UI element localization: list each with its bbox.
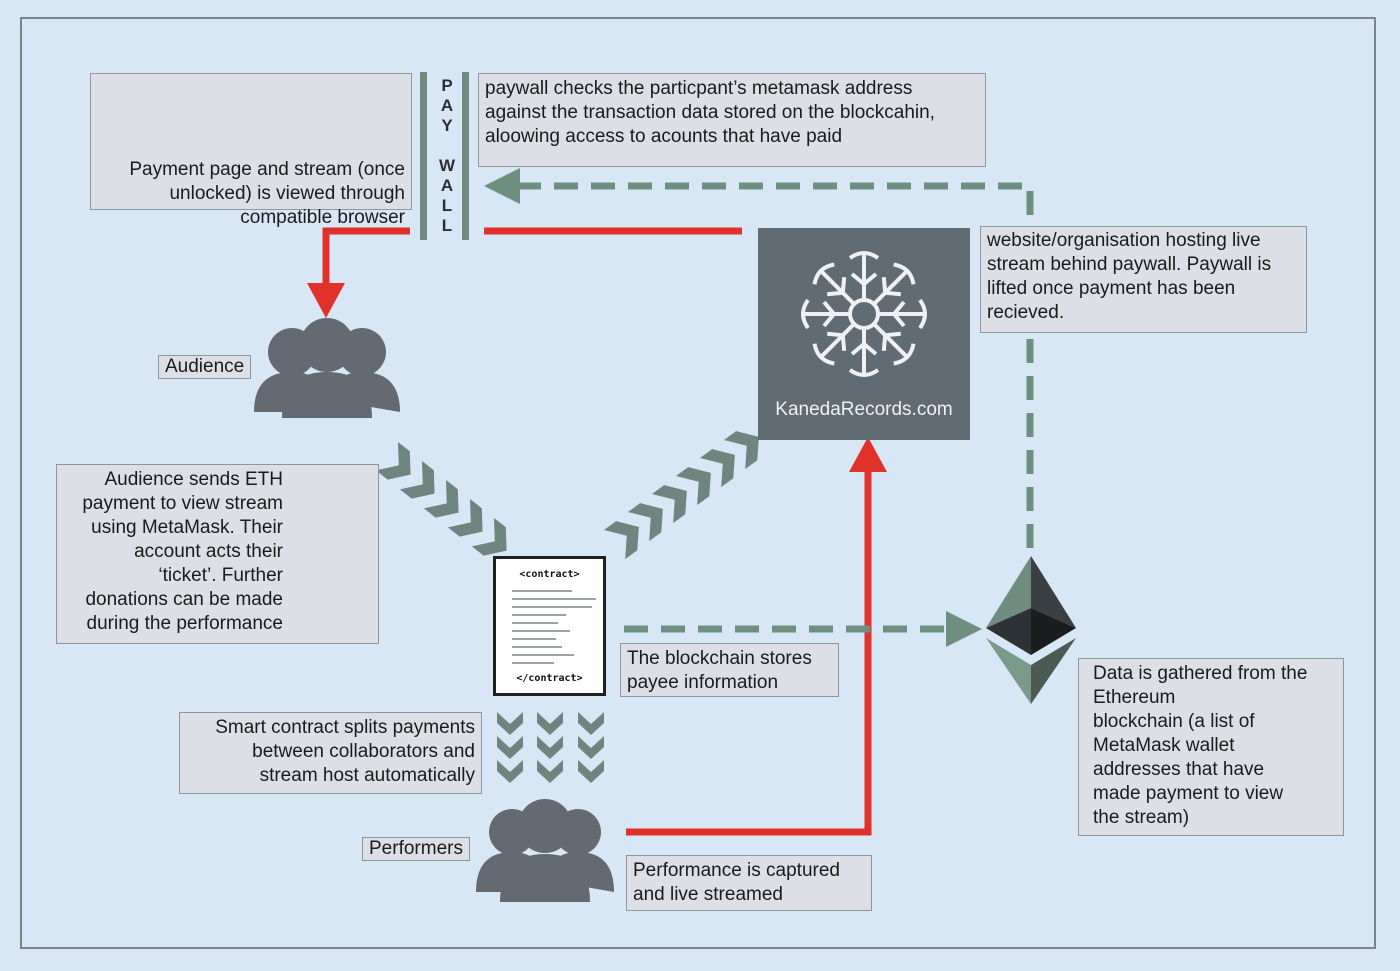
dashed-arrow-ethereum-to-paywall xyxy=(484,168,1034,548)
split-note: Smart contract splits payments between c… xyxy=(179,712,482,794)
contract-close-tag: </contract> xyxy=(516,673,583,684)
site-name: KanedaRecords.com xyxy=(775,399,953,420)
audience-label: Audience xyxy=(158,355,252,379)
audience-people-icon xyxy=(254,318,400,418)
paywall-gap xyxy=(436,136,458,156)
red-arrow-paywall-to-audience xyxy=(307,227,410,318)
performers-people-icon xyxy=(476,799,614,902)
diagram-frame xyxy=(20,17,1376,949)
paywall-letter: Y xyxy=(441,116,453,135)
ethereum-icon xyxy=(986,556,1076,704)
paywall-letter: L xyxy=(441,216,453,235)
paywall-bars xyxy=(420,72,469,240)
browser-note: Payment page and stream (once unlocked) … xyxy=(90,73,412,228)
contract-open-tag: <contract> xyxy=(519,569,580,580)
chevrons-contract-to-site xyxy=(604,422,770,560)
aegishjalmur-logo-icon xyxy=(800,251,928,378)
site-note: website/organisation hosting live stream… xyxy=(980,226,1307,333)
chevrons-contract-to-performers xyxy=(497,712,604,783)
dashed-arrow-contract-to-ethereum xyxy=(624,611,982,647)
site-tile: KanedaRecords.com xyxy=(758,228,970,440)
chevrons-audience-to-contract xyxy=(375,442,518,565)
performers-label: Performers xyxy=(362,837,470,861)
contract-text-lines xyxy=(512,590,596,664)
paywall-letter: P xyxy=(441,76,453,95)
contract-document: <contract> </contract> xyxy=(493,556,606,696)
paywall-letter: A xyxy=(440,96,454,115)
paywall-letter: L xyxy=(441,196,453,215)
red-arrow-performers-to-site xyxy=(626,437,887,836)
ethereum-note: Data is gathered from the Ethereum block… xyxy=(1078,658,1344,836)
performance-note: Performance is captured and live streame… xyxy=(626,855,872,911)
paywall-label: P A Y W A L L xyxy=(436,76,458,236)
blockchain-note: The blockchain stores payee information xyxy=(620,643,839,697)
paywall-note: paywall checks the particpant’s metamask… xyxy=(478,73,986,167)
paywall-letter: A xyxy=(440,176,454,195)
audience-note: Audience sends ETH payment to view strea… xyxy=(56,464,379,644)
browser-caption: Payment page and stream (once unlocked) … xyxy=(129,159,405,228)
paywall-letter: W xyxy=(438,156,456,175)
